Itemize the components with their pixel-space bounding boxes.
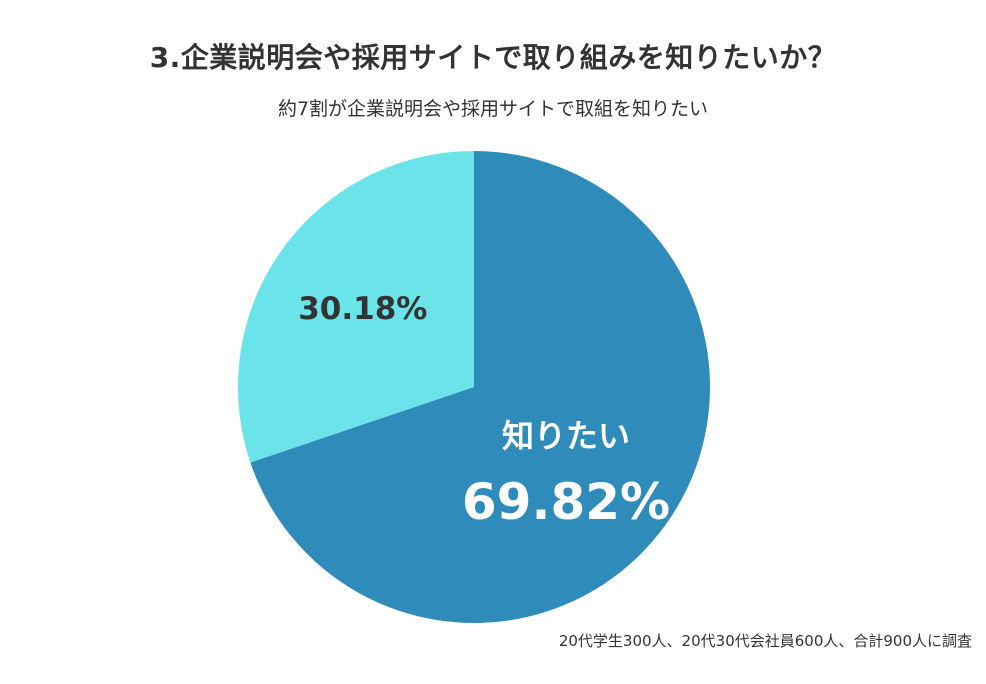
pie-slice-1 bbox=[238, 151, 474, 463]
pie-slice-0 bbox=[250, 151, 710, 624]
slice-value-label-1: 30.18% bbox=[298, 291, 427, 327]
chart-subtitle: 約7割が企業説明会や採用サイトで取組を知りたい bbox=[277, 98, 709, 120]
slice-value-label-0: 69.82% bbox=[462, 473, 670, 531]
chart-title: 3.企業説明会や採用サイトで取り組みを知りたいか？ bbox=[149, 41, 837, 74]
slice-category-label-0: 知りたい bbox=[502, 417, 630, 455]
survey-note: 20代学生300人、20代30代会社員600人、合計900人に調査 bbox=[558, 632, 972, 650]
